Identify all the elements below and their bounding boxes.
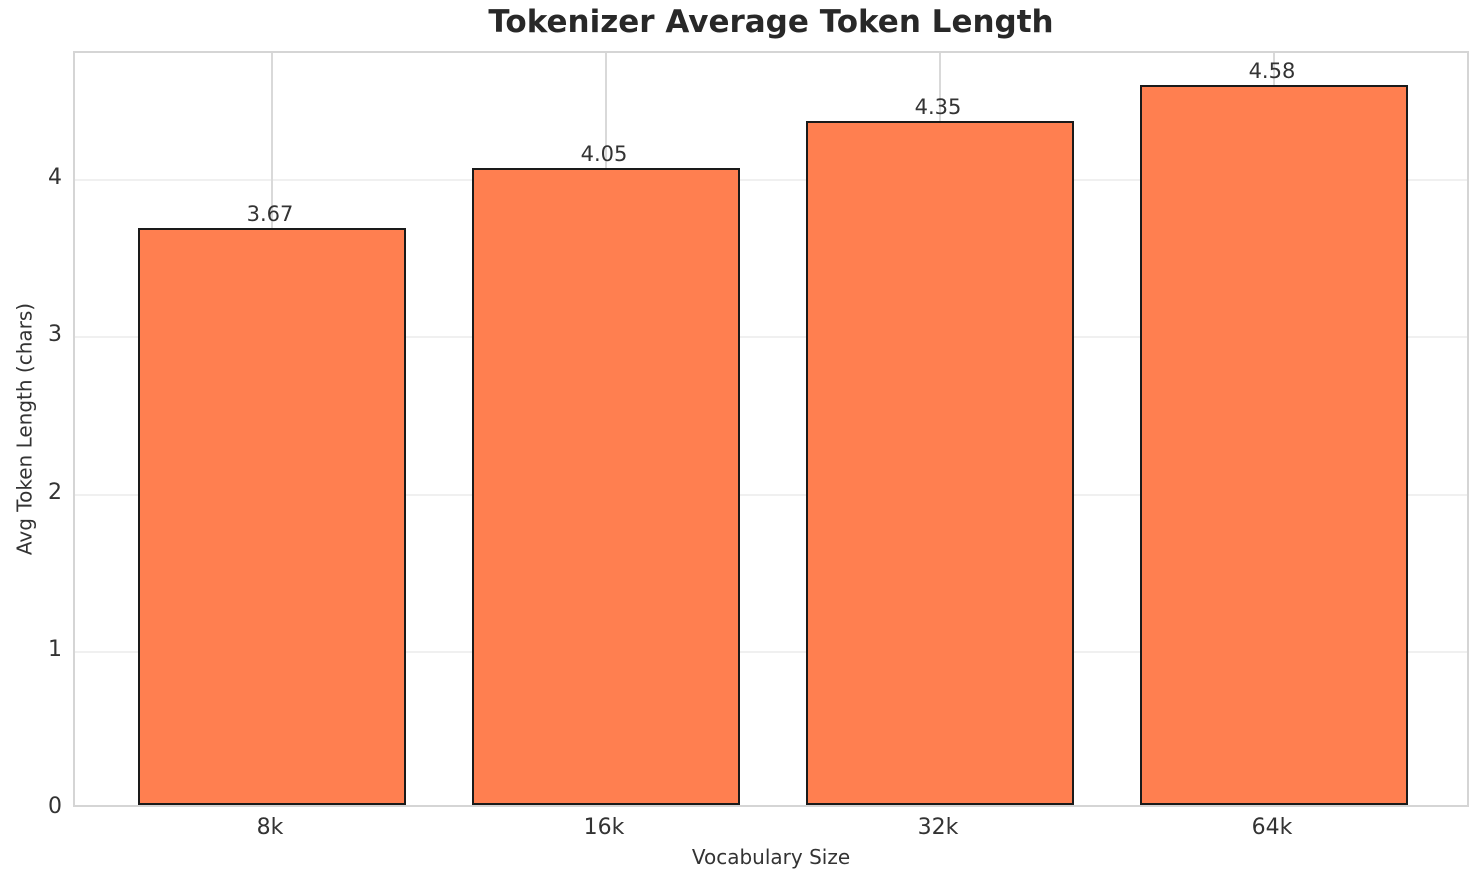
bar-64k xyxy=(1140,85,1408,805)
plot-area xyxy=(73,51,1469,807)
y-tick-label-3: 3 xyxy=(48,322,62,348)
x-tick-label-32k: 32k xyxy=(917,815,959,840)
y-tick-label-2: 2 xyxy=(48,479,62,505)
gridline-y-1 xyxy=(75,650,1467,653)
y-tick-label-0: 0 xyxy=(48,794,62,819)
x-tick-label-16k: 16k xyxy=(583,815,625,840)
gridline-y-3 xyxy=(75,336,1467,339)
gridline-y-4 xyxy=(75,179,1467,182)
bar-value-label-8k: 3.67 xyxy=(246,202,294,227)
x-tick-label-8k: 8k xyxy=(256,815,284,840)
x-axis-label: Vocabulary Size xyxy=(691,845,851,869)
y-tick-label-4: 4 xyxy=(48,165,62,191)
bar-8k xyxy=(138,228,406,805)
gridline-y-2 xyxy=(75,493,1467,496)
bar-32k xyxy=(806,121,1074,805)
chart-title: Tokenizer Average Token Length xyxy=(488,4,1054,40)
y-tick-label-1: 1 xyxy=(48,636,62,662)
bar-value-label-16k: 4.05 xyxy=(580,142,628,167)
bar-value-label-64k: 4.58 xyxy=(1248,59,1296,84)
bar-16k xyxy=(472,168,740,805)
bar-value-label-32k: 4.35 xyxy=(914,95,962,120)
x-tick-label-64k: 64k xyxy=(1251,815,1293,840)
